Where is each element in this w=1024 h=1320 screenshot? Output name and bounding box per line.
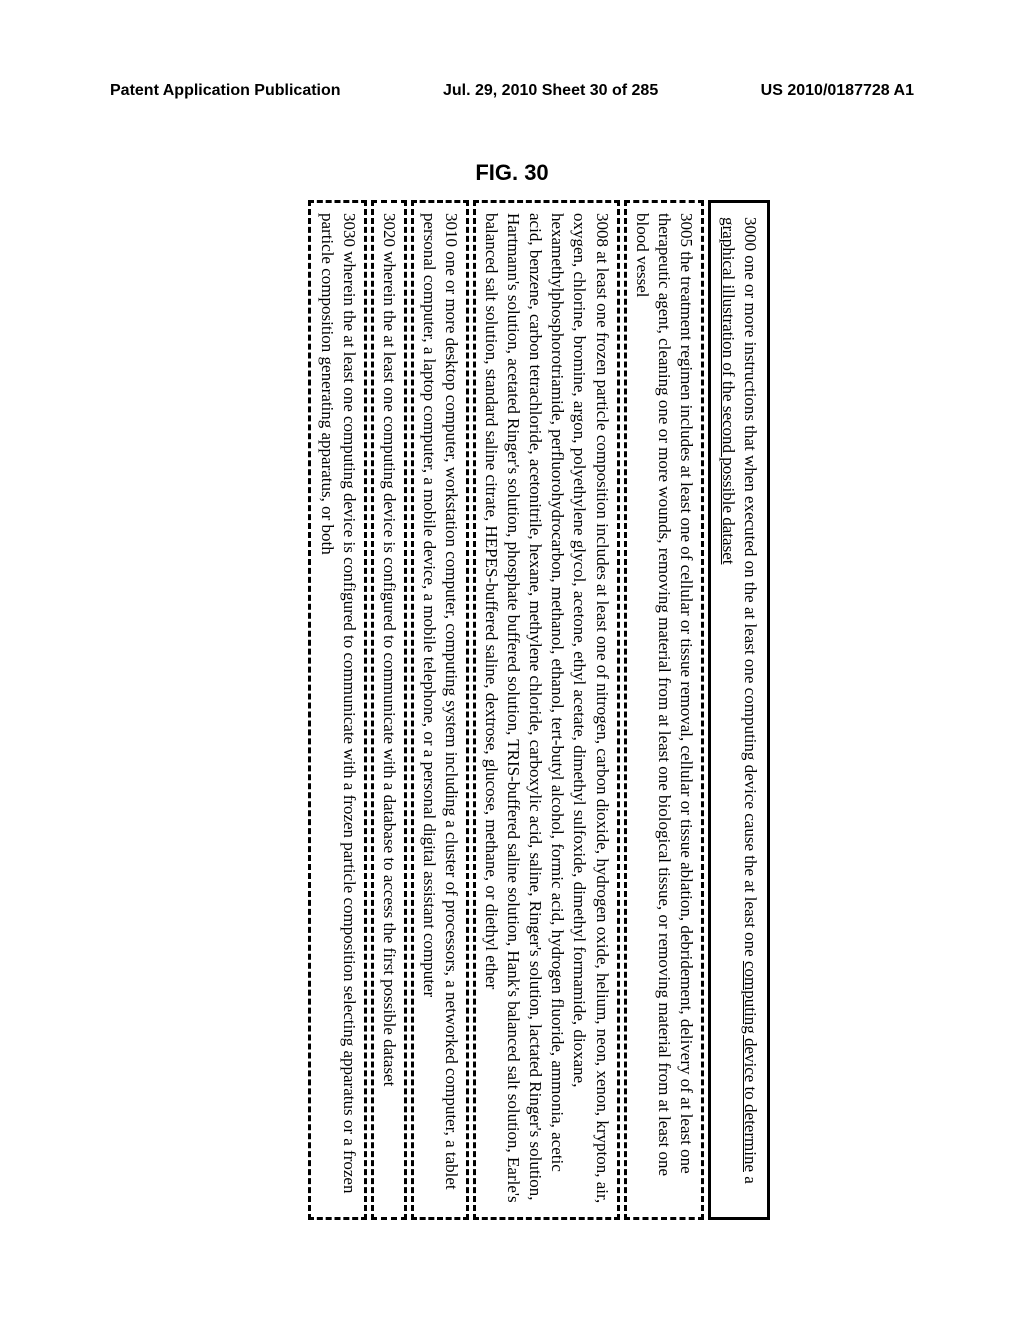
header-center: Jul. 29, 2010 Sheet 30 of 285: [443, 82, 658, 100]
box-3000-text-a: one or more instructions that when execu…: [741, 251, 760, 961]
box-3008-num: 3008: [593, 213, 612, 247]
box-3030-num: 3030: [340, 213, 359, 247]
box-3005-num: 3005: [677, 213, 696, 247]
box-3000-num: 3000: [741, 217, 760, 251]
header-right: US 2010/0187728 A1: [761, 82, 914, 100]
box-3020: 3020 wherein the at least one computing …: [371, 200, 407, 1220]
figure-label: FIG. 30: [0, 160, 1024, 186]
box-3010-text: one or more desktop computer, workstatio…: [420, 213, 461, 1190]
box-3000-mid: a: [741, 1172, 760, 1184]
box-3030: 3030 wherein the at least one computing …: [309, 200, 367, 1220]
box-3005-text: the treatment regimen includes at least …: [633, 213, 696, 1176]
box-3020-num: 3020: [380, 213, 399, 247]
box-3020-text: wherein the at least one computing devic…: [380, 247, 399, 1086]
box-3000-u1: computing device to determine: [741, 961, 760, 1172]
rotated-content: 3000 one or more instructions that when …: [0, 400, 970, 1020]
box-stack: 3000 one or more instructions that when …: [305, 200, 771, 1220]
box-3030-text: wherein the at least one computing devic…: [318, 213, 359, 1193]
box-3008-text: at least one frozen particle composition…: [482, 213, 611, 1203]
box-3008: 3008 at least one frozen particle compos…: [473, 200, 620, 1220]
box-3005: 3005 the treatment regimen includes at l…: [624, 200, 704, 1220]
box-3000-u2: graphical illustration of the second pos…: [719, 217, 738, 564]
box-3010-num: 3010: [442, 213, 461, 247]
page-header: Patent Application Publication Jul. 29, …: [110, 82, 914, 100]
header-left: Patent Application Publication: [110, 82, 341, 100]
box-3000: 3000 one or more instructions that when …: [708, 200, 770, 1220]
box-3010: 3010 one or more desktop computer, works…: [411, 200, 469, 1220]
